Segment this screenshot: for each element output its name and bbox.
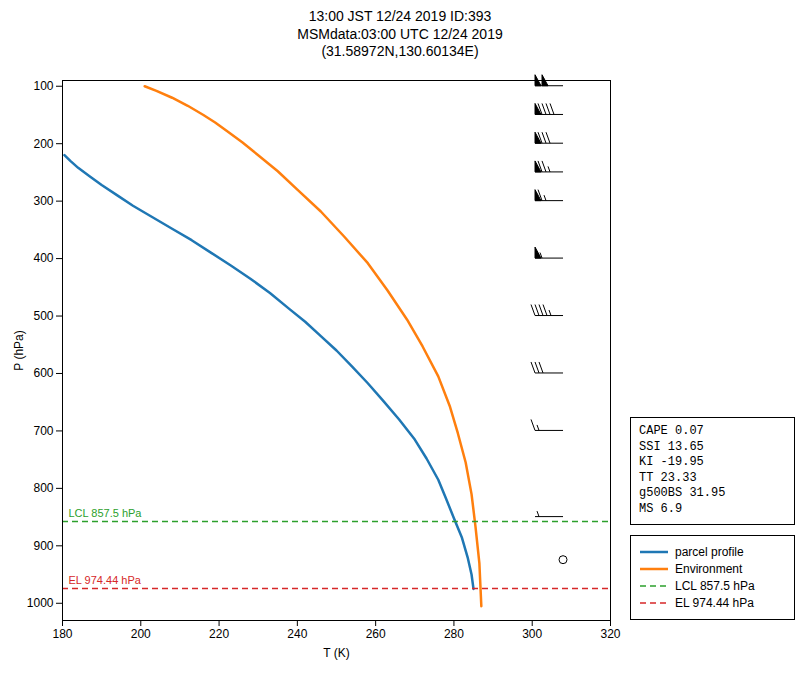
svg-text:240: 240 bbox=[287, 627, 307, 641]
html-text:parcel profile: parcel profile bbox=[675, 544, 744, 559]
svg-text:300: 300 bbox=[522, 627, 542, 641]
svg-text:100: 100 bbox=[33, 79, 53, 93]
html-text:EL 974.44 hPa: EL 974.44 hPa bbox=[675, 595, 754, 610]
svg-text:800: 800 bbox=[33, 481, 53, 495]
svg-text:280: 280 bbox=[444, 627, 464, 641]
svg-text:T (K): T (K) bbox=[323, 645, 349, 659]
svg-text:200: 200 bbox=[33, 136, 53, 150]
svg-text:260: 260 bbox=[366, 627, 386, 641]
svg-text:220: 220 bbox=[209, 627, 229, 641]
svg-text:300: 300 bbox=[33, 193, 53, 207]
svg-text:700: 700 bbox=[33, 423, 53, 437]
svg-text:200: 200 bbox=[131, 627, 151, 641]
svg-text:180: 180 bbox=[52, 627, 72, 641]
svg-text:1000: 1000 bbox=[27, 596, 54, 610]
svg-text:900: 900 bbox=[33, 538, 53, 552]
svg-text:P (hPa): P (hPa) bbox=[12, 330, 26, 370]
svg-text:500: 500 bbox=[33, 308, 53, 322]
html-text:CAPE 0.07 SSI 13.65 KI -19.95: CAPE 0.07 SSI 13.65 KI -19.95 TT 23.33 g… bbox=[639, 423, 726, 516]
html-text:13:00 JST 12/24 2019 ID:393 MS: 13:00 JST 12/24 2019 ID:393 MSMdata:03:0… bbox=[297, 8, 503, 59]
svg-text:LCL 857.5 hPa: LCL 857.5 hPa bbox=[69, 506, 143, 518]
svg-text:EL 974.44 hPa: EL 974.44 hPa bbox=[69, 574, 142, 586]
html-text:LCL 857.5 hPa: LCL 857.5 hPa bbox=[675, 578, 755, 593]
svg-text:320: 320 bbox=[600, 627, 620, 641]
html-text:Environment: Environment bbox=[675, 561, 743, 576]
svg-text:400: 400 bbox=[33, 251, 53, 265]
svg-text:600: 600 bbox=[33, 366, 53, 380]
